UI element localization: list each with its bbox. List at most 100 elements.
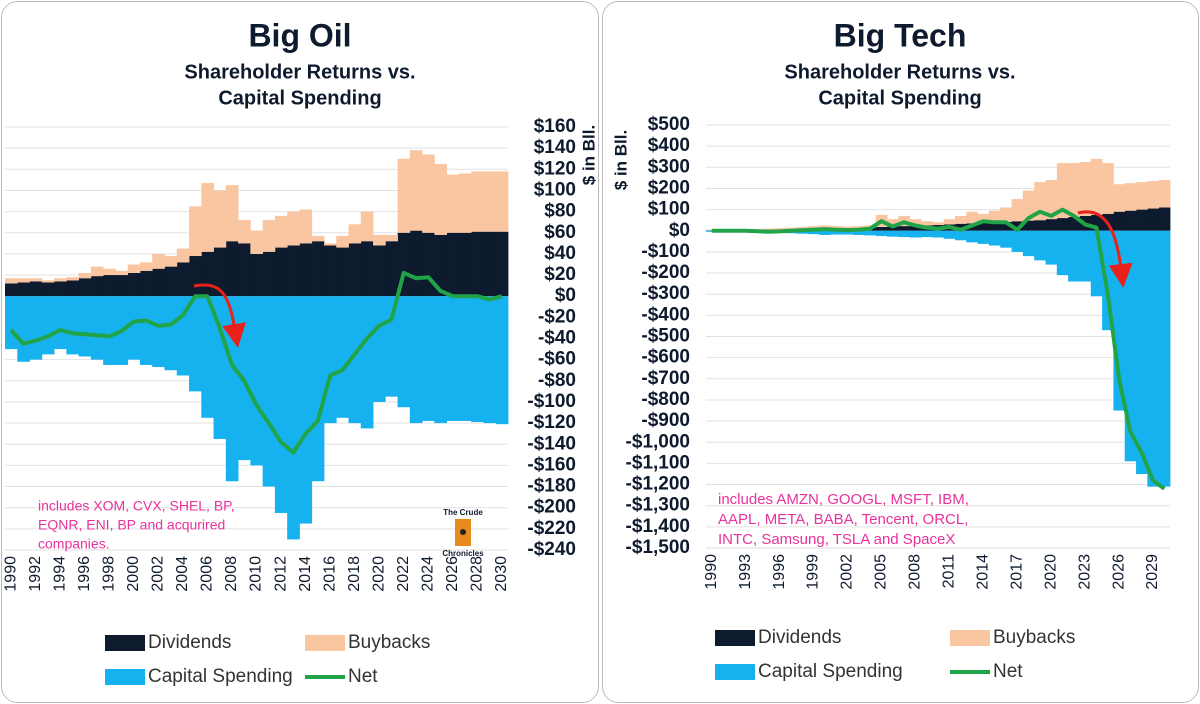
x-tick-label: 2017 [1008,554,1025,590]
bar [90,276,104,297]
bar [409,150,423,231]
bar [348,224,362,244]
bar [17,296,30,362]
y-tick-label: $40 [544,243,576,264]
bar [225,241,239,297]
bar [898,226,911,231]
bar [1158,207,1171,231]
bar [495,231,509,297]
legend-label: Buybacks [348,632,430,653]
chart-subtitle: Shareholder Returns vs. [184,61,415,83]
x-tick-label: 2026 [1110,554,1127,590]
bar [323,245,337,297]
bar [336,235,349,248]
bar [5,296,18,350]
bar [943,230,956,239]
bar [176,262,190,297]
bar [139,296,153,365]
bar [1022,220,1035,231]
x-tick-label: 1999 [805,554,822,590]
bar [1090,230,1103,297]
x-tick-label: 1996 [76,556,93,592]
y-tick-label: -$80 [538,370,576,391]
y-tick-label: $300 [648,156,690,177]
bar [152,296,165,368]
bar [1034,230,1046,261]
bar [373,245,386,297]
x-tick-label: 2020 [370,556,387,592]
bar [446,174,460,233]
bar [29,281,43,297]
bar [909,230,922,238]
bar [397,296,411,408]
annotation: INTC, Samsung, TSLA and SpaceX [718,531,955,548]
y-tick-label: $200 [648,177,690,198]
bar [299,243,313,297]
y-tick-label: -$300 [641,283,690,304]
charts: Big Oil Shareholder Returns vs. Capital Sp… [2,17,1171,687]
bar [966,230,979,243]
bar [1124,183,1137,211]
bar [483,171,497,232]
bar [446,296,460,421]
bar [1034,220,1046,231]
bar [201,251,214,297]
bar [1022,230,1035,257]
bar [1045,230,1058,265]
legend-swatch [105,635,145,651]
bar [127,272,141,297]
bar [299,209,313,244]
bar [274,296,288,513]
annotation: AAPL, META, BABA, Tencent, ORCL, [718,511,968,528]
bar [213,190,227,248]
bar [311,235,325,242]
y-tick-label: -$160 [527,454,576,475]
y-tick-label: -$600 [641,347,690,368]
bar [262,220,276,252]
bar [1011,199,1024,222]
bar [17,282,30,297]
y-tick-label: $0 [555,285,576,306]
legend-label: Capital Spending [758,661,903,682]
bar [1147,230,1160,487]
bar [409,230,423,297]
x-tick-label: 1996 [771,554,788,590]
bar [115,275,129,297]
bar [311,241,325,297]
bar [225,185,239,242]
bar [1113,184,1126,212]
bar [139,270,153,297]
bar [1000,207,1012,222]
bar [977,213,990,223]
bar [1068,217,1080,231]
bar [103,268,116,276]
chart-subtitle: Capital Spending [818,87,981,109]
bar [29,278,43,282]
bar [977,222,990,231]
bar [1136,209,1148,231]
bar [1068,230,1080,282]
x-tick-label: 2008 [223,556,240,592]
bar [1022,190,1035,221]
bar [434,296,448,424]
bar [90,266,104,277]
y-tick-label: -$700 [641,368,690,389]
y-tick-label: -$1,100 [626,452,690,473]
bar [830,226,843,229]
line [9,270,503,455]
bar [483,231,497,297]
bar [1068,163,1080,218]
y-tick-label: $80 [544,201,576,222]
bar [66,277,80,281]
bar [127,296,141,360]
chart-subtitle: Capital Spending [218,87,381,109]
bar [1011,221,1024,231]
chart-title: Big Oil [248,17,351,53]
y-tick-label: $60 [544,222,576,243]
bar [66,296,80,355]
bar [819,230,831,235]
bar [1045,179,1058,220]
x-tick-label: 2008 [907,554,924,590]
bar [471,296,484,423]
